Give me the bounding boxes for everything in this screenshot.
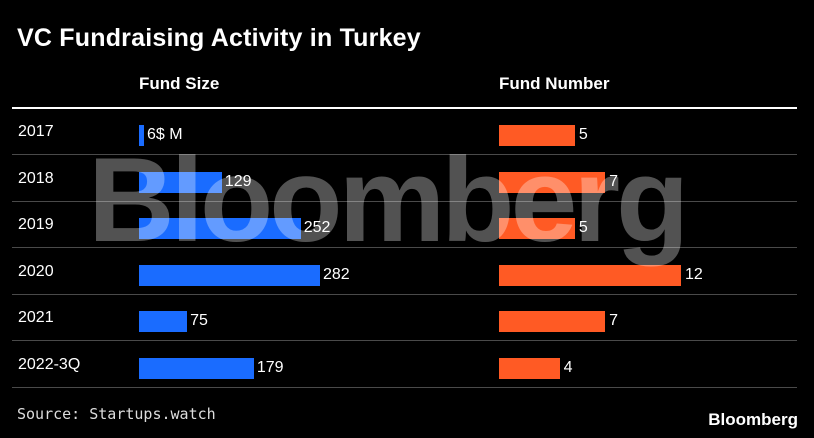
source-note: Source: Startups.watch [17, 405, 216, 423]
category-label: 2018 [18, 169, 54, 187]
fund-number-value: 12 [685, 265, 703, 283]
header-rule [12, 107, 797, 109]
chart-row: 2022-3Q 179 4 [12, 342, 797, 388]
fund-size-value: 129 [224, 172, 252, 190]
bloomberg-logo: Bloomberg [708, 410, 798, 429]
row-divider [12, 340, 797, 341]
chart-row: 2021 75 7 [12, 295, 797, 341]
fund-number-bar [499, 125, 575, 146]
row-divider [12, 247, 797, 248]
fund-size-bar [139, 125, 144, 146]
category-label: 2017 [18, 123, 54, 140]
chart-row: 2018 129 7 [12, 156, 797, 202]
row-divider [12, 386, 797, 388]
fund-number-value: 5 [578, 219, 588, 236]
fund-size-bar [139, 218, 301, 239]
fund-number-value: 7 [609, 172, 619, 190]
fund-number-value: 7 [609, 312, 619, 329]
fund-number-bar [499, 218, 575, 239]
fund-size-bar [139, 264, 320, 286]
fund-size-value: 75 [190, 312, 208, 329]
fund-number-value: 5 [578, 126, 588, 143]
fund-size-header: Fund Size [139, 74, 220, 93]
fund-number-header: Fund Number [499, 74, 610, 93]
chart-row: 2020 282 12 [12, 249, 797, 295]
chart-row: 2017 6$ M 5 [12, 109, 797, 155]
row-divider [12, 293, 797, 295]
fund-size-bar [139, 311, 188, 332]
fund-number-bar [499, 357, 560, 379]
fund-size-value: 6$ M [147, 126, 183, 143]
fund-size-value: 179 [256, 358, 284, 376]
row-divider [12, 154, 797, 155]
category-label: 2019 [18, 216, 54, 233]
chart-title: VC Fundraising Activity in Turkey [17, 24, 421, 52]
fund-size-value: 282 [323, 265, 350, 283]
fund-number-bar [499, 311, 606, 332]
fund-number-bar [499, 171, 606, 193]
category-label: 2022-3Q [18, 355, 81, 373]
fund-number-value: 4 [563, 358, 573, 376]
chart-row: 2019 252 5 [12, 202, 797, 248]
category-label: 2021 [18, 309, 54, 326]
category-label: 2020 [18, 262, 54, 280]
fund-size-bar [139, 171, 222, 193]
fund-number-bar [499, 264, 681, 286]
fund-size-value: 252 [303, 219, 331, 236]
row-divider [12, 200, 797, 202]
fund-size-bar [139, 357, 254, 379]
